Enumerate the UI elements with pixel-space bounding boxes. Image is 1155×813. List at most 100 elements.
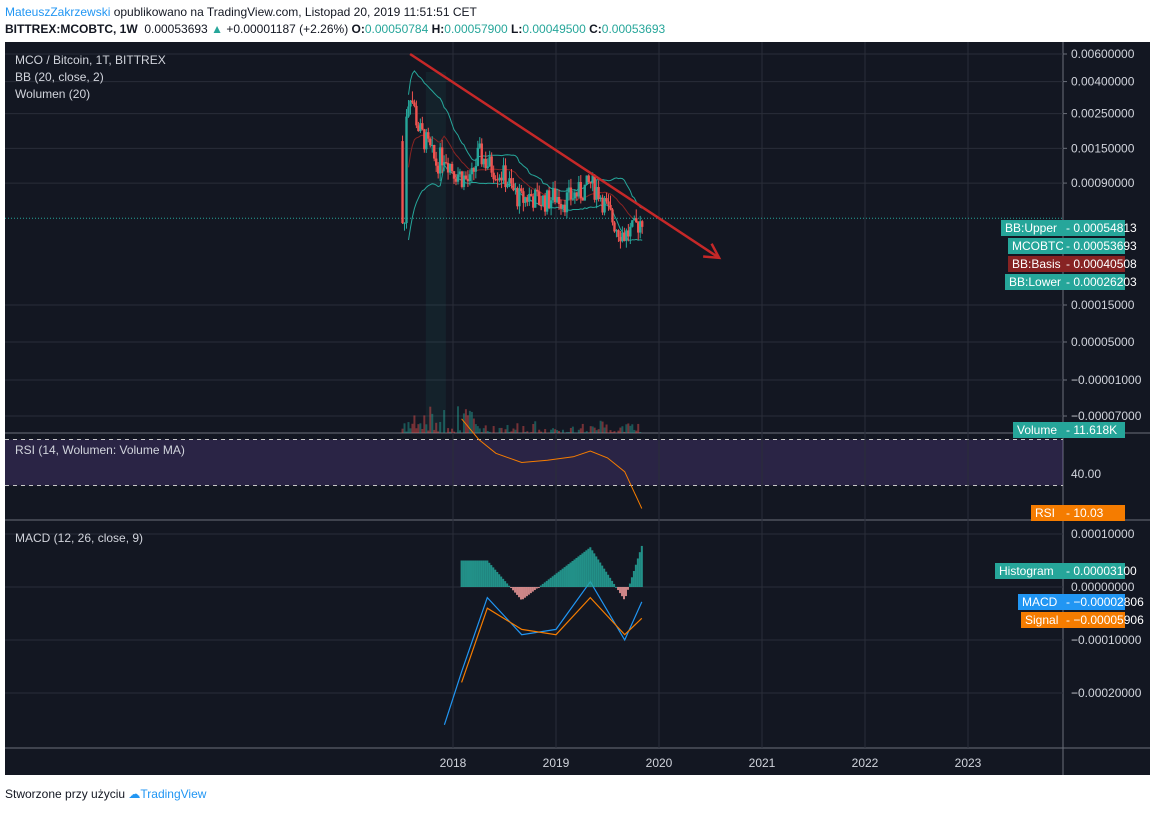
histogram-bar	[520, 587, 523, 600]
candle	[615, 230, 618, 232]
volume-bar	[431, 413, 434, 433]
candle	[510, 178, 513, 184]
tradingview-link[interactable]: TradingView	[140, 787, 207, 801]
candle	[569, 187, 573, 200]
histogram-bar	[619, 587, 622, 594]
candle	[524, 197, 527, 203]
bb-lower-tag-label: BB:Lower	[1009, 275, 1061, 289]
candle	[431, 144, 434, 146]
candle	[488, 156, 491, 167]
volume-bar	[453, 431, 456, 433]
price-axis-label: 0.00150000	[1071, 141, 1135, 155]
histogram-bar	[636, 558, 639, 587]
volume-bar	[437, 431, 440, 433]
chart-svg[interactable]: 2018 2019 2020 2021 2022 2023 0.00600000 0.0040…	[5, 42, 1150, 775]
main-legend: MCO / Bitcoin, 1T, BITTREX	[15, 53, 166, 67]
histogram-bar	[609, 577, 612, 587]
candle	[444, 162, 448, 164]
candle	[547, 190, 551, 209]
volume-bar	[421, 428, 424, 433]
volume-bar	[492, 426, 495, 433]
candle	[587, 175, 590, 182]
volume-bar	[439, 421, 442, 433]
candle	[417, 125, 420, 132]
high-value: 0.00057900	[444, 22, 508, 36]
volume-bar	[480, 432, 483, 433]
volume-bar	[629, 425, 632, 433]
candle	[470, 167, 474, 175]
volume-bar	[435, 422, 438, 433]
candle	[442, 162, 446, 166]
volume-bar	[488, 431, 491, 433]
price-tag-label: MCOBTC	[1012, 239, 1064, 253]
candle	[637, 222, 640, 233]
volume-bar	[577, 429, 580, 433]
volume-bar	[403, 423, 406, 433]
price-tag-value: - 0.00053693	[1066, 239, 1137, 253]
volume-bar	[625, 424, 628, 433]
histogram-bar	[561, 568, 564, 587]
volume-bar	[405, 431, 408, 433]
histogram-bar	[603, 568, 606, 587]
candle	[526, 197, 529, 202]
candles	[401, 91, 644, 249]
histogram-bar	[621, 587, 624, 597]
bb-upper-tag-label: BB:Upper	[1005, 221, 1057, 235]
histogram-bar	[539, 585, 542, 587]
volume-bar	[419, 423, 422, 433]
volume-bar	[609, 430, 612, 433]
candle	[609, 204, 612, 210]
histogram-bar	[508, 585, 511, 587]
histogram-tag-value-bg	[1063, 563, 1125, 579]
volume-bar	[451, 428, 454, 433]
bb-basis-tag: BB:Basis - 0.00040508	[1008, 256, 1137, 272]
histogram-bar	[607, 574, 610, 587]
volume-bar	[583, 432, 586, 433]
volume-bar	[433, 429, 436, 433]
histogram-bar	[496, 571, 499, 587]
histogram-bar	[480, 560, 483, 587]
histogram-bar	[634, 564, 637, 587]
histogram-bar	[494, 569, 497, 587]
axes: 2018 2019 2020 2021 2022 2023 0.00600000 0.0040…	[440, 47, 1142, 770]
histogram-bar	[545, 580, 548, 587]
histogram-bar	[490, 565, 493, 587]
histogram-bar	[630, 577, 633, 587]
candle	[450, 163, 454, 172]
signal-tag-value-bg	[1063, 612, 1125, 628]
volume-bar	[470, 411, 473, 433]
volume-bar	[542, 432, 545, 433]
signal-tag-value: - −0.00005906	[1066, 613, 1144, 627]
histogram-bar	[624, 587, 627, 597]
histogram-bar	[579, 554, 582, 587]
volume-bar	[484, 425, 487, 433]
histogram-bar	[541, 583, 544, 587]
candle	[601, 197, 604, 213]
author-link[interactable]: MateuszZakrzewski	[5, 5, 111, 19]
volume-tag: Volume - 11.618K	[1013, 422, 1125, 438]
volume-bar	[474, 424, 477, 433]
candle	[605, 198, 608, 202]
bb-upper-tag-value: - 0.00054813	[1066, 221, 1137, 235]
histogram-bar	[571, 561, 574, 587]
chart-area[interactable]: 2018 2019 2020 2021 2022 2023 0.00600000 0.0040…	[5, 42, 1150, 775]
rsi-tag-label: RSI	[1035, 506, 1055, 520]
price-tag-value-bg	[1063, 238, 1125, 254]
candle	[629, 226, 632, 237]
histogram-bar	[613, 583, 616, 587]
price-tag: MCOBTC - 0.00053693	[1008, 238, 1137, 254]
volume-bar	[498, 427, 501, 433]
volume-bar	[512, 428, 515, 433]
change-text: +0.00001187 (+2.26%)	[226, 22, 349, 36]
rsi-legend: RSI (14, Wolumen: Volume MA)	[15, 443, 185, 457]
histogram-bar	[518, 587, 521, 598]
time-axis-label: 2021	[749, 756, 776, 770]
volume-bar	[639, 432, 642, 433]
created-text: Stworzone przy użyciu	[5, 787, 126, 801]
histogram-bar	[555, 573, 558, 587]
volume-bar	[429, 406, 432, 433]
bb-upper-line	[408, 70, 643, 209]
tradingview-logo-icon[interactable]: ☁	[128, 787, 141, 801]
candle	[633, 218, 636, 221]
volume-bar	[522, 425, 525, 433]
